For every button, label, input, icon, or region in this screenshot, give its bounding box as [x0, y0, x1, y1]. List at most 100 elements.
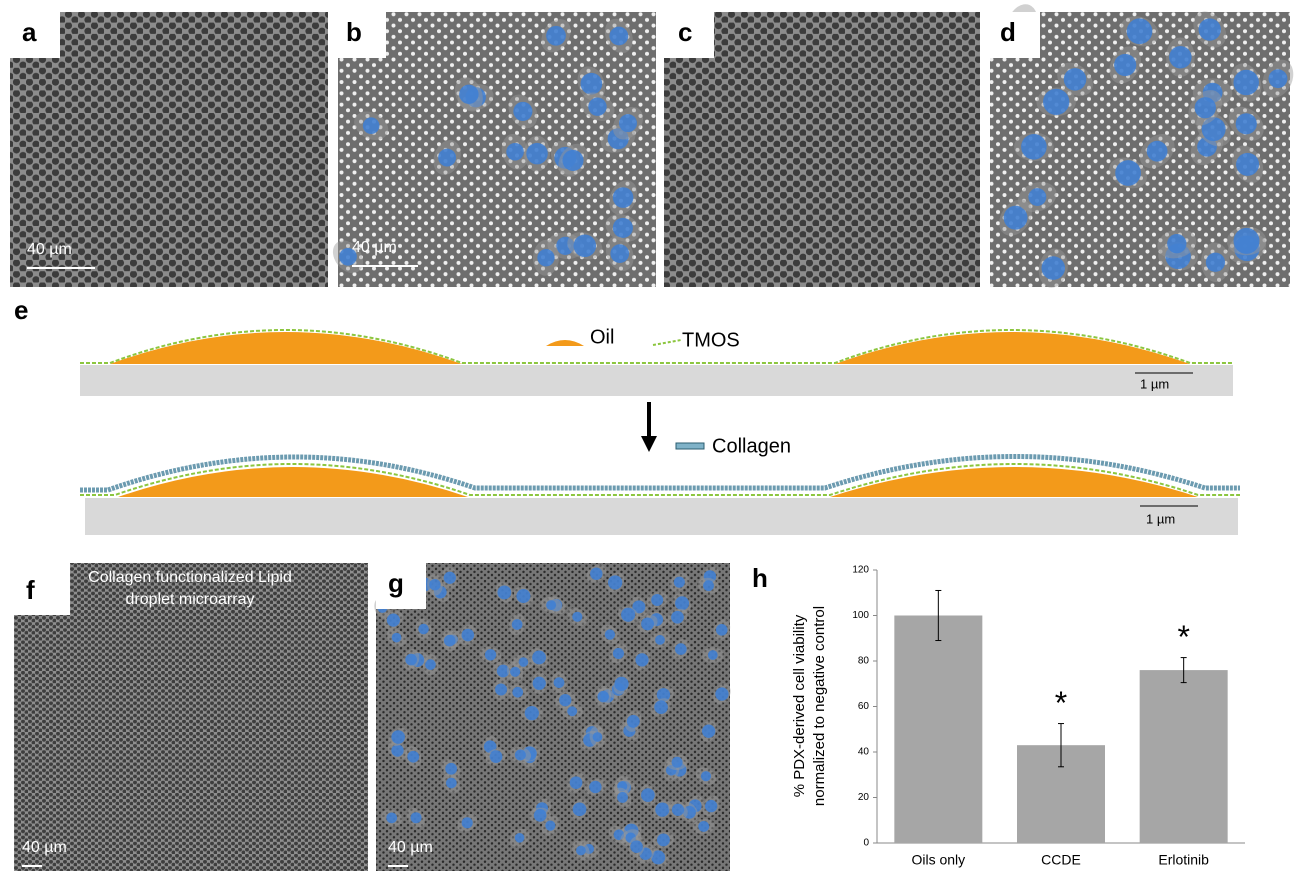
nucleus: [627, 715, 640, 728]
nucleus: [444, 572, 456, 584]
figure: a b c d f g 40 µm 40 µm 40 µm 40 µm Coll…: [0, 0, 1294, 871]
nucleus: [438, 149, 456, 167]
nucleus: [610, 244, 629, 263]
scale-label: 1 µm: [1146, 511, 1175, 526]
nucleus: [1064, 68, 1087, 91]
nucleus: [526, 143, 548, 165]
nucleus: [510, 667, 520, 677]
nucleus: [515, 833, 525, 843]
nucleus: [1234, 228, 1260, 254]
nucleus: [609, 27, 628, 46]
nucleus: [533, 677, 546, 690]
nucleus: [485, 649, 496, 660]
nucleus: [1199, 18, 1221, 40]
nucleus: [593, 732, 603, 742]
nucleus: [613, 187, 634, 208]
bar: [894, 616, 982, 844]
nucleus: [512, 687, 523, 698]
panel-label: b: [346, 17, 362, 47]
panel-label: h: [752, 563, 768, 593]
legend-label: Collagen: [712, 435, 791, 457]
substrate: [85, 498, 1238, 535]
x-tick-label: CCDE: [1041, 852, 1081, 868]
y-tick-label: 0: [863, 838, 869, 849]
significance: *: [1177, 619, 1189, 655]
y-tick-label: 120: [852, 565, 869, 576]
nucleus: [619, 114, 637, 132]
nucleus: [1127, 18, 1153, 44]
panel-label: c: [678, 17, 692, 47]
nucleus: [573, 802, 587, 816]
legend-label: TMOS: [682, 329, 740, 351]
nucleus: [1115, 160, 1141, 186]
nucleus: [574, 235, 597, 258]
nucleus: [614, 677, 628, 691]
panel-label: a: [22, 17, 37, 47]
nucleus: [698, 821, 709, 832]
nucleus: [516, 589, 530, 603]
y-tick-label: 60: [858, 701, 870, 712]
y-tick-label: 40: [858, 747, 870, 758]
nucleus: [446, 778, 457, 789]
nucleus: [495, 683, 507, 695]
nucleus: [651, 594, 663, 606]
nucleus: [1147, 141, 1168, 162]
nucleus: [703, 580, 714, 591]
significance: *: [1055, 685, 1067, 721]
scale-label: 40 µm: [27, 241, 72, 258]
nucleus: [672, 757, 683, 768]
nucleus: [418, 624, 429, 635]
nucleus: [1206, 253, 1225, 272]
nucleus: [655, 803, 669, 817]
caption: Collagen functionalized Lipid: [88, 569, 292, 586]
nucleus: [462, 817, 473, 828]
substrate: [80, 365, 1233, 396]
nucleus: [605, 629, 615, 639]
nucleus: [1233, 70, 1258, 95]
nucleus: [674, 577, 685, 588]
legend-label: Oil: [590, 326, 614, 348]
legend-collagen: [676, 443, 704, 449]
nucleus: [546, 600, 556, 610]
nucleus: [654, 700, 668, 714]
y-tick-label: 20: [858, 792, 870, 803]
nucleus: [512, 619, 523, 630]
nucleus: [515, 749, 526, 760]
nucleus: [1043, 89, 1069, 115]
nucleus: [387, 614, 400, 627]
nucleus: [1269, 69, 1288, 88]
nucleus: [657, 834, 670, 847]
nucleus: [411, 812, 422, 823]
nucleus: [405, 654, 417, 666]
nucleus: [392, 633, 402, 643]
nucleus: [588, 98, 606, 116]
nucleus: [525, 706, 539, 720]
nucleus: [1021, 134, 1047, 160]
nucleus: [445, 763, 457, 775]
scale-label: 40 µm: [352, 239, 397, 256]
nucleus: [701, 771, 711, 781]
nucleus: [672, 804, 684, 816]
nucleus: [386, 812, 397, 823]
nucleus: [641, 617, 654, 630]
nucleus: [407, 751, 419, 763]
bar: [1140, 670, 1228, 843]
nucleus: [462, 629, 475, 642]
y-tick-label: 80: [858, 656, 870, 667]
scale-label: 1 µm: [1140, 376, 1169, 391]
legend-tmos: [653, 340, 681, 345]
nucleus: [1169, 46, 1192, 69]
nucleus: [567, 706, 577, 716]
x-tick-label: Oils only: [911, 852, 965, 868]
nucleus: [554, 677, 565, 688]
nucleus: [546, 26, 566, 46]
scale-label: 40 µm: [388, 839, 433, 856]
y-axis-label: % PDX-derived cell viability: [791, 614, 808, 797]
nucleus: [391, 744, 403, 756]
oil-droplet: [110, 332, 462, 364]
nucleus: [635, 653, 648, 666]
nucleus: [459, 85, 478, 104]
nucleus: [708, 650, 718, 660]
nucleus: [675, 643, 687, 655]
nucleus: [572, 612, 582, 622]
